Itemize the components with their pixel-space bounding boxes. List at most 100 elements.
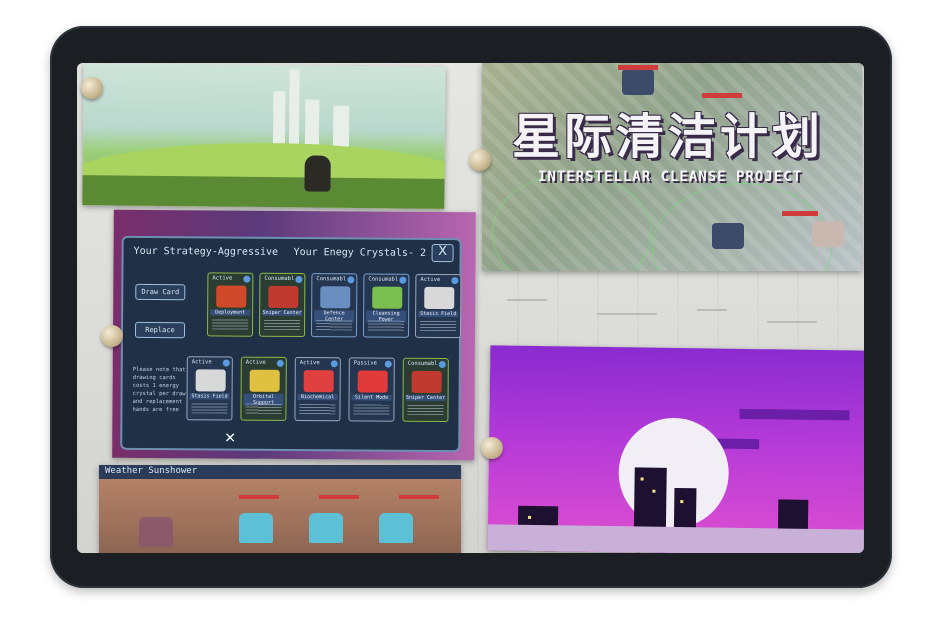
- grass: [82, 175, 445, 209]
- card-name: Biochemical: [297, 394, 338, 401]
- push-pin: [469, 149, 491, 171]
- card-description: [212, 319, 249, 330]
- card-status: Passive: [353, 360, 378, 367]
- info-icon: [243, 275, 251, 283]
- card-art: [195, 369, 226, 392]
- title-english: INTERSTELLAR CLEANSE PROJECT: [538, 169, 803, 185]
- cloud-band: [739, 408, 850, 421]
- card-description: [299, 404, 336, 415]
- game-card[interactable]: Passive Silent Mode: [348, 357, 395, 422]
- game-card[interactable]: Consumabl Sniper Center: [402, 357, 449, 423]
- card-description: [245, 403, 282, 414]
- status-bar: Weather Sunshower: [99, 465, 461, 479]
- card-status: Consumabl: [316, 276, 347, 283]
- mech-unit: [309, 513, 343, 543]
- game-card[interactable]: Active Orbital Support: [240, 356, 287, 421]
- card-art: [357, 370, 388, 393]
- card-name: Stasis Field: [189, 393, 230, 400]
- info-icon: [451, 277, 459, 285]
- card-description: [264, 319, 301, 331]
- game-card[interactable]: Active Biochemical: [294, 357, 341, 422]
- photo-battle: Weather Sunshower: [99, 465, 461, 553]
- card-name: Stasis Field: [418, 310, 459, 318]
- draw-note: Please note that drawing cards costs 1 e…: [132, 366, 186, 414]
- card-status: Active: [191, 359, 212, 366]
- card-description: [368, 320, 405, 331]
- card-description: [407, 404, 444, 416]
- health-bar: [239, 495, 279, 499]
- card-art: [424, 286, 455, 310]
- card-description: [353, 404, 390, 415]
- unit-sprite: [622, 69, 654, 95]
- info-icon: [276, 359, 284, 367]
- card-art: [320, 286, 351, 309]
- card-description: [420, 320, 457, 332]
- window-light: [640, 477, 644, 481]
- health-bar: [702, 93, 742, 98]
- photo-interstellar-title: 星际清洁计划 INTERSTELLAR CLEANSE PROJECT: [482, 63, 862, 271]
- card-status: Consumabl: [407, 360, 438, 368]
- close-button[interactable]: X: [431, 243, 454, 263]
- info-icon: [399, 276, 407, 284]
- card-status: Active: [420, 276, 441, 284]
- mech-unit: [139, 517, 173, 547]
- health-bar: [618, 65, 658, 70]
- game-card[interactable]: Active Deployment: [206, 272, 254, 337]
- game-card[interactable]: Active Stasis Field: [186, 356, 233, 421]
- card-art: [216, 285, 247, 308]
- game-card[interactable]: Active Stasis Field: [414, 273, 462, 339]
- draw-card-button[interactable]: Draw Card: [135, 283, 186, 301]
- push-pin: [481, 437, 503, 459]
- push-pin: [101, 325, 123, 347]
- window-light: [680, 500, 684, 504]
- game-card[interactable]: Consumabl Defence Center: [310, 273, 358, 338]
- tablet-screen: 星际清洁计划 INTERSTELLAR CLEANSE PROJECT Your…: [77, 63, 864, 553]
- card-name: Sniper Center: [262, 309, 303, 317]
- mech-unit: [379, 513, 413, 543]
- photo-purple-night-city: [487, 345, 864, 553]
- info-icon: [347, 276, 355, 284]
- card-name: Silent Mode: [351, 394, 392, 401]
- mouse-sprite: [812, 221, 844, 247]
- replace-button[interactable]: Replace: [134, 321, 186, 339]
- unit-sprite: [712, 223, 744, 249]
- info-icon: [330, 360, 338, 368]
- info-icon: [384, 360, 392, 368]
- push-pin: [81, 77, 103, 99]
- info-icon: [438, 361, 446, 369]
- photo-game-panel: Your Strategy-Aggressive Your Enegy Crys…: [112, 209, 476, 461]
- card-status: Consumabl: [264, 275, 295, 282]
- close-mark-icon: ✕: [224, 430, 237, 447]
- card-status: Active: [245, 359, 266, 366]
- card-art: [411, 370, 442, 394]
- card-description: [191, 403, 228, 414]
- card-name: Deployment: [210, 309, 251, 316]
- astronaut-figure: [304, 155, 331, 192]
- card-art: [268, 285, 299, 309]
- card-status: Consumabl: [368, 276, 399, 283]
- city-tower: [288, 69, 300, 154]
- game-card[interactable]: Consumabl Sniper Center: [258, 272, 306, 338]
- info-icon: [222, 359, 230, 367]
- card-name: Sniper Center: [405, 394, 446, 402]
- window-light: [528, 515, 532, 519]
- snow-ground: [487, 524, 864, 553]
- card-art: [303, 370, 334, 393]
- health-bar: [782, 211, 818, 216]
- card-art: [372, 286, 403, 309]
- mech-unit: [239, 513, 273, 543]
- board-speck: [507, 299, 547, 301]
- card-panel: Your Strategy-Aggressive Your Enegy Crys…: [120, 235, 462, 453]
- health-bar: [319, 495, 359, 499]
- board-speck: [767, 321, 817, 323]
- weather-label: Weather Sunshower: [105, 466, 198, 476]
- card-status: Active: [299, 360, 320, 367]
- card-art: [249, 369, 280, 392]
- game-card[interactable]: Consumabl Cleansing Power: [362, 273, 410, 338]
- info-icon: [295, 276, 303, 284]
- health-bar: [399, 495, 439, 499]
- board-speck: [697, 309, 727, 311]
- crystals-label: Your Enegy Crystals- 2: [293, 246, 427, 259]
- window-light: [652, 489, 656, 493]
